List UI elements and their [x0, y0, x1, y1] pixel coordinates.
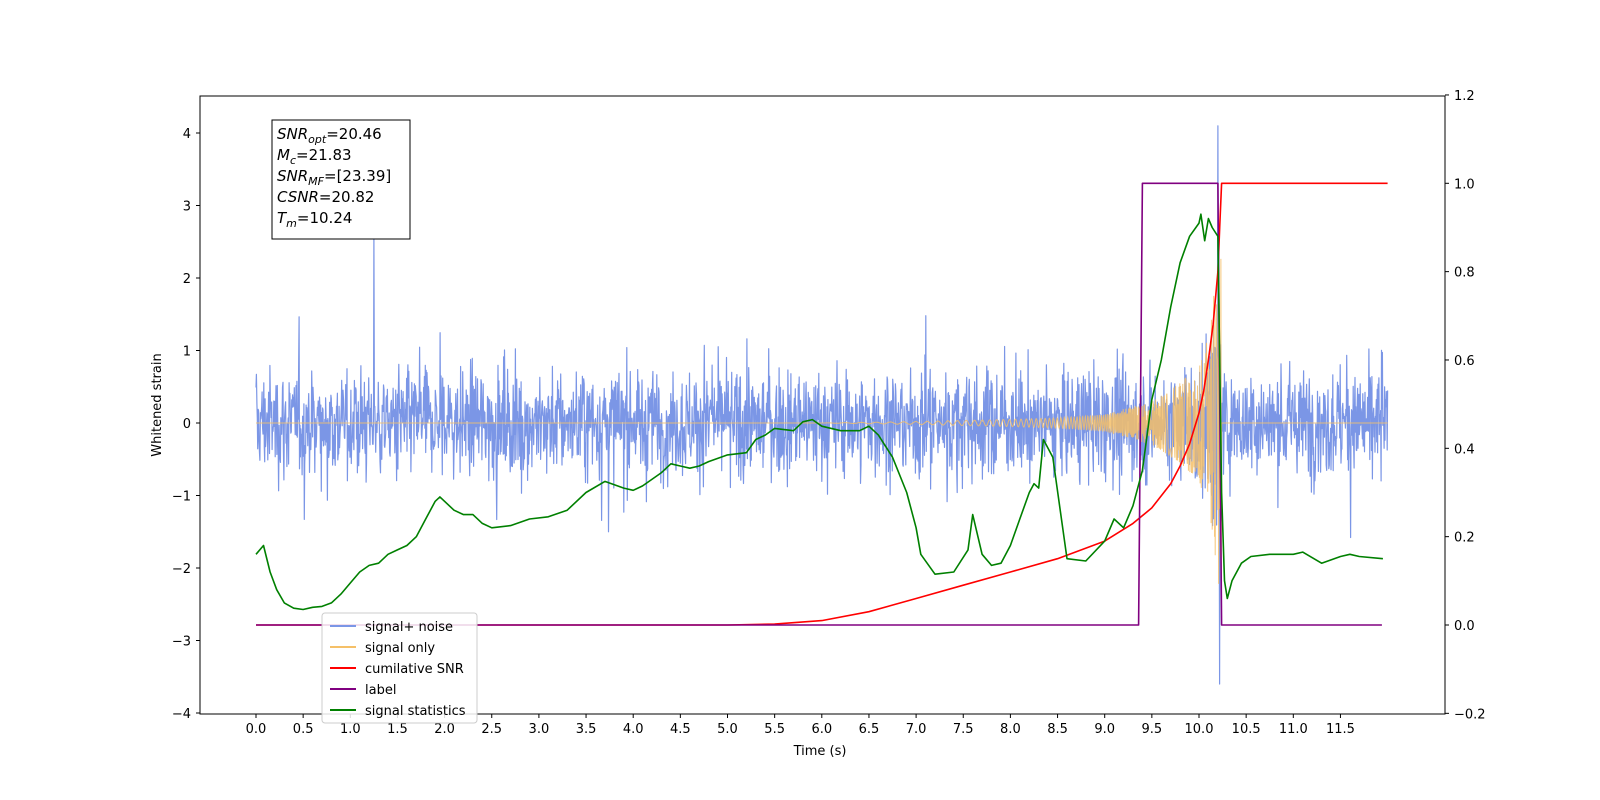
y-tick-label: −3 — [172, 635, 191, 650]
series-label — [256, 182, 1382, 626]
series-signal-statistics — [255, 213, 1383, 611]
plot-frame — [199, 95, 1446, 715]
x-tick-label: 11.5 — [1326, 722, 1355, 737]
y-tick-label: 3 — [183, 200, 191, 215]
legend-label: label — [365, 683, 396, 698]
annotation-frame — [271, 119, 411, 240]
y-tick-label: 1 — [183, 345, 191, 360]
x-tick-label: 3.5 — [576, 722, 597, 737]
y-axis-label: Whitened strain — [150, 353, 165, 456]
x-tick-label: 4.0 — [623, 722, 644, 737]
x-tick-label: 3.0 — [529, 722, 550, 737]
x-tick-label: 10.5 — [1232, 722, 1261, 737]
x-tick-label: 11.0 — [1279, 722, 1308, 737]
annotation-box: SNRopt=20.46Mc=21.83SNRMF=[23.39]CSNR=20… — [271, 119, 411, 240]
y-tick-label: 2 — [183, 272, 191, 287]
y-axis-right: −0.2 0.0 0.2 0.4 0.6 0.8 1.0 1.2 — [1445, 89, 1486, 722]
annotation-line: SNRMF=[23.39] — [277, 167, 391, 188]
legend-label: signal only — [365, 641, 435, 656]
x-tick-label: 9.5 — [1142, 722, 1163, 737]
annotation-line: Mc=21.83 — [277, 146, 352, 167]
x-tick-label: 7.5 — [953, 722, 974, 737]
y-tick-label: −1 — [172, 490, 191, 505]
legend-label: signal statistics — [365, 704, 466, 719]
x-tick-label: 6.0 — [811, 722, 832, 737]
x-tick-label: 9.0 — [1094, 722, 1115, 737]
x-tick-label: 0.5 — [293, 722, 314, 737]
y-axis-left: −4 −3 −2 −1 0 1 2 3 4 — [172, 127, 200, 722]
x-tick-label: 0.0 — [246, 722, 267, 737]
legend-frame — [321, 612, 478, 724]
y-right-tick-label: −0.2 — [1454, 707, 1486, 722]
x-tick-label: 8.5 — [1047, 722, 1068, 737]
annotation-line: CSNR=20.82 — [277, 188, 374, 206]
y-tick-label: 4 — [183, 127, 191, 142]
x-tick-label: 1.5 — [387, 722, 408, 737]
x-tick-label: 2.0 — [434, 722, 455, 737]
legend-label: cumilative SNR — [365, 662, 464, 677]
y-right-tick-label: 0.2 — [1454, 531, 1475, 546]
x-tick-label: 8.0 — [1000, 722, 1021, 737]
legend-label: signal+ noise — [365, 620, 453, 635]
x-tick-label: 7.0 — [906, 722, 927, 737]
x-tick-label: 1.0 — [340, 722, 361, 737]
x-tick-label: 2.5 — [481, 722, 502, 737]
y-right-tick-label: 1.0 — [1454, 177, 1475, 192]
x-tick-label: 5.5 — [764, 722, 785, 737]
y-right-tick-label: 0.0 — [1454, 619, 1475, 634]
y-right-tick-label: 1.2 — [1454, 89, 1475, 104]
y-right-tick-label: 0.6 — [1454, 354, 1475, 369]
x-tick-label: 6.5 — [859, 722, 880, 737]
y-right-tick-label: 0.4 — [1454, 442, 1475, 457]
series-layer — [255, 125, 1389, 685]
y-tick-label: −2 — [172, 562, 191, 577]
x-tick-label: 10.0 — [1185, 722, 1214, 737]
legend: signal+ noise signal only cumilative SNR la… — [321, 612, 478, 724]
annotation-line: SNRopt=20.46 — [277, 125, 382, 146]
x-tick-label: 5.0 — [717, 722, 738, 737]
x-tick-label: 4.5 — [670, 722, 691, 737]
x-axis-label: Time (s) — [793, 744, 847, 759]
y-right-tick-label: 0.8 — [1454, 266, 1475, 281]
y-tick-label: −4 — [172, 707, 191, 722]
x-axis: 0.0 0.5 1.0 1.5 2.0 2.5 3.0 3.5 4.0 4.5 5.0 5.5 6.0 6… — [246, 714, 1355, 737]
series-signal-only — [256, 258, 1388, 584]
annotation-line: Tm=10.24 — [277, 209, 352, 230]
y-tick-label: 0 — [183, 417, 191, 432]
